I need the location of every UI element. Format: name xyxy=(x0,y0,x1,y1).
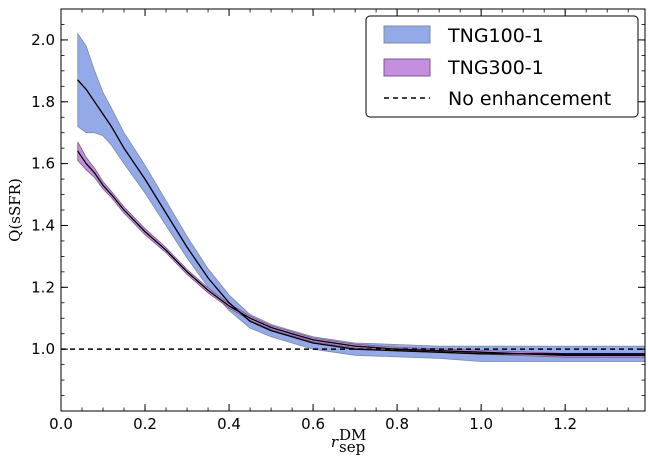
point-tng100-1 xyxy=(165,212,167,214)
point-tng100-1 xyxy=(123,147,125,149)
point-tng300-1 xyxy=(207,289,209,291)
x-axis-title-base: r xyxy=(331,433,339,451)
x-tick-label: 0.8 xyxy=(385,415,409,433)
legend-swatch-tng100 xyxy=(383,25,431,44)
point-tng300-1 xyxy=(270,326,272,329)
point-tng300-1 xyxy=(354,345,356,347)
legend-label-tng100: TNG100-1 xyxy=(447,25,544,47)
point-tng100-1 xyxy=(564,353,566,355)
x-axis-title-sub: sep xyxy=(339,438,365,456)
legend: TNG100-1 TNG300-1 No enhancement xyxy=(365,15,639,118)
point-tng300-1 xyxy=(165,249,167,251)
point-tng100-1 xyxy=(249,320,251,322)
point-tng100-1 xyxy=(102,113,104,115)
point-tng300-1 xyxy=(291,333,293,335)
legend-box xyxy=(365,15,639,118)
point-tng100-1 xyxy=(438,351,440,353)
point-tng100-1 xyxy=(270,330,272,332)
legend-label-tng300: TNG300-1 xyxy=(447,57,544,79)
x-axis-title: r DM sep xyxy=(331,426,367,456)
x-axis-title-sup: DM xyxy=(339,426,366,444)
point-tng100-1 xyxy=(228,302,230,304)
point-tng100-1 xyxy=(144,178,146,180)
y-tick-label: 2.0 xyxy=(31,31,55,49)
point-tng300-1 xyxy=(564,354,566,356)
point-tng300-1 xyxy=(123,209,125,211)
lines-layer xyxy=(77,79,646,356)
y-axis-title: Q(sSFR) xyxy=(6,178,24,242)
point-tng100-1 xyxy=(77,79,79,81)
x-tick-label: 0.2 xyxy=(133,415,157,433)
point-tng300-1 xyxy=(94,172,96,174)
point-tng300-1 xyxy=(228,305,230,307)
point-tng300-1 xyxy=(480,351,482,353)
point-tng100-1 xyxy=(480,353,482,355)
point-tng100-1 xyxy=(396,350,398,352)
point-tng300-1 xyxy=(312,339,314,341)
point-tng100-1 xyxy=(312,342,314,344)
point-tng100-1 xyxy=(207,277,209,279)
point-tng100-1 xyxy=(186,246,188,248)
ticks-layer xyxy=(60,8,645,412)
y-tick-label: 1.6 xyxy=(31,155,55,173)
x-tick-label: 1.2 xyxy=(553,415,577,433)
point-tng100-1 xyxy=(110,125,112,128)
point-tng300-1 xyxy=(606,354,608,356)
x-tick-label: 0.4 xyxy=(217,415,241,433)
point-tng300-1 xyxy=(522,353,524,355)
x-tick-label: 0.0 xyxy=(49,415,73,433)
point-tng100-1 xyxy=(606,353,608,355)
point-tng300-1 xyxy=(102,184,104,186)
point-tng300-1 xyxy=(85,163,87,165)
y-tick-label: 1.8 xyxy=(31,93,55,111)
y-tick-label: 1.0 xyxy=(31,340,55,358)
tick-labels-layer: 0.0 0.2 0.4 0.6 0.8 1.0 1.2 1.0 1.2 1.4 1.6 1.8 2.0 xyxy=(31,31,577,433)
point-tng300-1 xyxy=(77,150,79,152)
point-tng100-1 xyxy=(94,101,96,103)
point-tng300-1 xyxy=(110,193,112,196)
legend-swatch-tng300 xyxy=(383,58,431,77)
x-tick-label: 1.0 xyxy=(469,415,493,433)
y-tick-label: 1.2 xyxy=(31,278,55,296)
point-tng300-1 xyxy=(249,317,251,319)
y-tick-label: 1.4 xyxy=(31,216,55,234)
point-tng100-1 xyxy=(85,88,87,90)
point-tng300-1 xyxy=(144,231,146,233)
point-tng100-1 xyxy=(354,348,356,350)
point-tng100-1 xyxy=(291,336,293,338)
point-tng300-1 xyxy=(438,350,440,352)
x-tick-label: 0.6 xyxy=(301,415,325,433)
legend-label-no-enhancement: No enhancement xyxy=(448,88,611,110)
point-tng300-1 xyxy=(186,271,188,273)
